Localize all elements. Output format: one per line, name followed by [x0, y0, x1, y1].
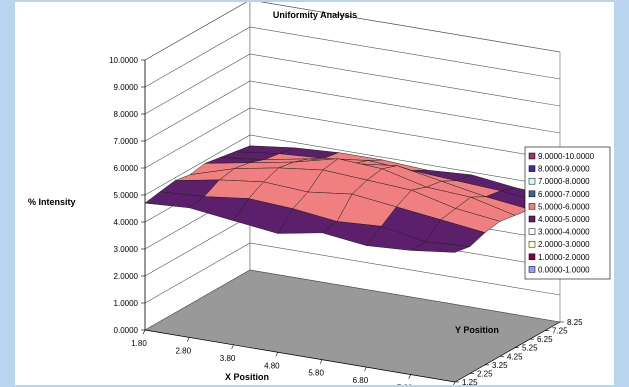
- legend-swatch: [528, 240, 536, 248]
- z-tick-label: 0.0000: [114, 326, 139, 335]
- z-gridline: [144, 2, 561, 61]
- legend-label: 4.0000-5.0000: [538, 215, 590, 224]
- legend-swatch: [528, 215, 536, 223]
- x-axis-title: X Position: [225, 372, 269, 382]
- x-tick-labels: 1.802.803.804.805.806.807.808.80: [131, 339, 413, 385]
- y-tick-labels: 1.252.253.254.255.256.257.258.25: [462, 318, 583, 385]
- z-gridline: [144, 80, 561, 142]
- surface-mesh: [144, 145, 561, 253]
- y-tick-label: 6.25: [537, 335, 553, 344]
- legend-label: 7.0000-8.0000: [538, 177, 590, 186]
- z-tick-labels: 0.0000 1.0000 2.0000 3.0000 4.0000 5.0000 6.00…: [109, 56, 138, 335]
- x-tick-mark: [275, 352, 279, 357]
- legend-label: 0.0000-1.0000: [538, 265, 590, 274]
- x-tick-mark: [319, 359, 323, 364]
- axis-lines: [141, 59, 564, 385]
- x-tick-mark: [453, 381, 456, 385]
- legend-label: 2.0000-3.0000: [538, 240, 590, 249]
- z-gridline: [144, 107, 561, 169]
- z-gridline: [144, 242, 561, 304]
- legend-label: 3.0000-4.0000: [538, 228, 590, 237]
- y-tick-label: 7.25: [552, 327, 568, 336]
- y-tick-label: 2.25: [477, 369, 493, 378]
- legend-label: 8.0000-9.0000: [538, 165, 590, 174]
- x-tick-mark: [408, 374, 411, 379]
- x-axis-line: [144, 329, 456, 383]
- legend: 9.0000-10.0000 8.0000-9.0000 7.0000-8.0000…: [524, 146, 611, 280]
- z-gridline: [144, 134, 561, 196]
- legend-swatch: [528, 253, 536, 261]
- chart-title: Uniformity Analysis: [273, 10, 357, 20]
- z-tick-label: 9.0000: [114, 83, 139, 92]
- legend-swatch: [528, 152, 536, 160]
- y-tick-label: 1.25: [462, 378, 478, 385]
- z-tick-label: 2.0000: [114, 272, 139, 281]
- z-gridline: [144, 269, 561, 331]
- surface-chart: 0.0000 1.0000 2.0000 3.0000 4.0000 5.0000 6.00…: [28, 2, 611, 385]
- x-tick-label: 4.80: [264, 361, 280, 370]
- y-tick-label: 5.25: [522, 344, 538, 353]
- x-tick-label: 5.80: [308, 369, 324, 378]
- z-tick-label: 6.0000: [114, 164, 139, 173]
- chart-walls: [144, 2, 561, 383]
- z-tick-label: 3.0000: [114, 245, 139, 254]
- surface-cell: [409, 241, 471, 253]
- legend-label: 1.0000-2.0000: [538, 253, 590, 262]
- legend-swatch: [528, 190, 536, 198]
- z-tick-label: 10.0000: [109, 56, 138, 65]
- z-gridline: [144, 26, 561, 88]
- legend-swatch: [528, 177, 536, 185]
- legend-swatch: [528, 165, 536, 172]
- legend-label: 9.0000-10.0000: [538, 152, 595, 161]
- legend-label: 6.0000-7.0000: [538, 190, 590, 199]
- z-tick-label: 1.0000: [114, 299, 139, 308]
- x-tick-label: 7.80: [397, 384, 413, 385]
- legend-swatch: [528, 203, 536, 210]
- legend-swatch: [528, 228, 536, 235]
- z-tick-label: 7.0000: [114, 137, 139, 146]
- y-axis-title: Y Position: [455, 325, 499, 335]
- x-tick-label: 2.80: [175, 346, 191, 355]
- chart-frame: 0.0000 1.0000 2.0000 3.0000 4.0000 5.0000 6.00…: [15, 2, 614, 385]
- x-tick-mark: [364, 367, 367, 372]
- x-tick-label: 1.80: [131, 339, 147, 348]
- legend-swatch: [528, 266, 536, 273]
- legend-label: 5.0000-6.0000: [538, 202, 590, 211]
- x-tick-mark: [187, 337, 190, 342]
- z-gridline: [144, 53, 561, 115]
- z-axis-title: % Intensity: [28, 197, 76, 207]
- y-tick-label: 8.25: [567, 318, 583, 327]
- x-tick-label: 6.80: [353, 376, 369, 385]
- y-tick-label: 4.25: [507, 352, 523, 361]
- z-tick-label: 4.0000: [114, 218, 139, 227]
- z-tick-label: 8.0000: [114, 110, 139, 119]
- x-tick-mark: [142, 329, 146, 335]
- y-tick-label: 3.25: [492, 361, 508, 370]
- legend-box: [524, 146, 611, 280]
- x-tick-label: 3.80: [220, 354, 236, 363]
- x-tick-mark: [231, 344, 234, 349]
- z-tick-label: 5.0000: [114, 191, 139, 200]
- y-axis-line: [454, 321, 561, 383]
